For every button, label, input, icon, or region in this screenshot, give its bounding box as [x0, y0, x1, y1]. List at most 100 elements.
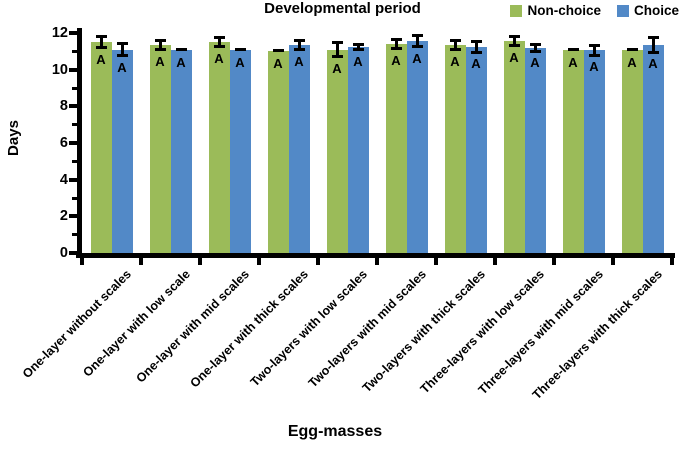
error-bar-dash [175, 48, 187, 52]
x-axis-line [76, 253, 675, 258]
error-bar-stem [158, 40, 162, 50]
y-tick-label: 4 [59, 171, 68, 188]
error-bar-cap-top [352, 42, 364, 46]
y-major-tick [69, 141, 77, 145]
error-bar-dash [272, 49, 284, 53]
y-tick-label: 10 [51, 61, 68, 78]
y-tick-label: 0 [59, 245, 68, 261]
bar-non-choice [385, 44, 407, 253]
y-axis-line [77, 28, 82, 258]
x-tick [434, 258, 438, 265]
bar-significance-letter: A [294, 53, 304, 69]
x-tick [493, 258, 497, 265]
error-bar-cap-top [449, 38, 461, 42]
error-bar-cap-bottom [95, 46, 107, 50]
bar-significance-letter: A [214, 50, 224, 66]
error-bar-stem [474, 41, 478, 53]
error-bar-stem [415, 35, 419, 47]
y-minor-tick [72, 196, 77, 200]
bar-non-choice [208, 42, 230, 253]
bar-significance-letter: A [332, 60, 342, 76]
bar-significance-letter: A [412, 50, 422, 66]
error-bar-cap-bottom [529, 49, 541, 53]
legend-label: Choice [633, 3, 679, 18]
error-bar-cap-top [508, 35, 520, 39]
bar-choice [406, 41, 428, 253]
bar-choice [229, 50, 251, 253]
error-bar-stem [394, 39, 398, 49]
error-bar-cap-top [213, 36, 225, 40]
error-bar-stem [99, 36, 103, 48]
error-bar-dash [567, 48, 579, 52]
error-bar-cap-top [647, 36, 659, 40]
error-bar-cap-top [390, 37, 402, 41]
bar-significance-letter: A [530, 55, 540, 71]
bar-significance-letter: A [176, 55, 186, 71]
y-minor-tick [72, 123, 77, 127]
x-tick [611, 258, 615, 265]
legend: Non-choice Choice [510, 3, 679, 18]
bar-significance-letter: A [391, 52, 401, 68]
error-bar-cap-top [331, 40, 343, 44]
error-bar-cap-bottom [116, 54, 128, 58]
y-major-tick [69, 214, 77, 219]
error-bar-dash [234, 48, 246, 52]
bar-choice [642, 44, 664, 253]
error-bar-cap-bottom [411, 45, 423, 49]
error-bar-cap-top [529, 42, 541, 46]
legend-item-non-choice: Non-choice [510, 3, 601, 18]
legend-label: Non-choice [527, 3, 601, 18]
bar-non-choice [149, 44, 171, 253]
error-bar-cap-bottom [390, 47, 402, 51]
bar-significance-letter: A [589, 59, 599, 74]
bar-non-choice [503, 41, 525, 253]
bar-significance-letter: A [471, 56, 481, 72]
error-bar-stem [217, 37, 221, 47]
error-bar-cap-top [154, 38, 166, 42]
error-bar-stem [453, 40, 457, 50]
error-bar-stem [297, 40, 301, 50]
bar-significance-letter: A [273, 56, 283, 72]
chart-title: Developmental period [264, 0, 421, 17]
error-bar-cap-top [588, 44, 600, 48]
y-tick-label: 8 [59, 98, 68, 115]
bar-choice [465, 46, 487, 253]
y-major-tick [69, 104, 77, 109]
bar-significance-letter: A [235, 55, 245, 71]
error-bar-cap-bottom [331, 55, 343, 59]
bar-choice [288, 44, 310, 253]
error-bar-cap-top [411, 34, 423, 38]
error-bar-cap-bottom [588, 53, 600, 57]
y-tick-label: 12 [51, 25, 68, 41]
y-minor-tick [72, 233, 77, 237]
y-minor-tick [72, 159, 77, 163]
bar-choice [111, 49, 133, 253]
bar-choice [347, 46, 369, 253]
error-bar-cap-bottom [213, 45, 225, 49]
bar-significance-letter: A [450, 53, 460, 69]
bar-non-choice [621, 49, 643, 253]
error-bar-cap-bottom [352, 48, 364, 51]
error-bar-cap-top [293, 38, 305, 42]
x-axis-title: Egg-masses [287, 423, 383, 440]
y-tick-label: 2 [59, 208, 68, 225]
x-tick [316, 258, 320, 265]
error-bar-stem [651, 37, 655, 53]
x-tick [670, 258, 674, 265]
error-bar-stem [120, 43, 124, 56]
bar-significance-letter: A [96, 51, 106, 67]
bar-significance-letter: A [117, 59, 127, 75]
bar-significance-letter: A [568, 55, 578, 71]
y-major-tick [69, 31, 77, 35]
error-bar-stem [512, 36, 516, 46]
error-bar-cap-bottom [154, 48, 166, 51]
x-tick [375, 258, 379, 265]
error-bar-cap-bottom [647, 50, 659, 54]
bar-significance-letter: A [648, 56, 658, 72]
error-bar-dash [626, 47, 638, 51]
error-bar-cap-bottom [508, 44, 520, 48]
y-minor-tick [72, 86, 77, 90]
bar-choice [583, 50, 605, 253]
bar-non-choice [267, 51, 289, 253]
